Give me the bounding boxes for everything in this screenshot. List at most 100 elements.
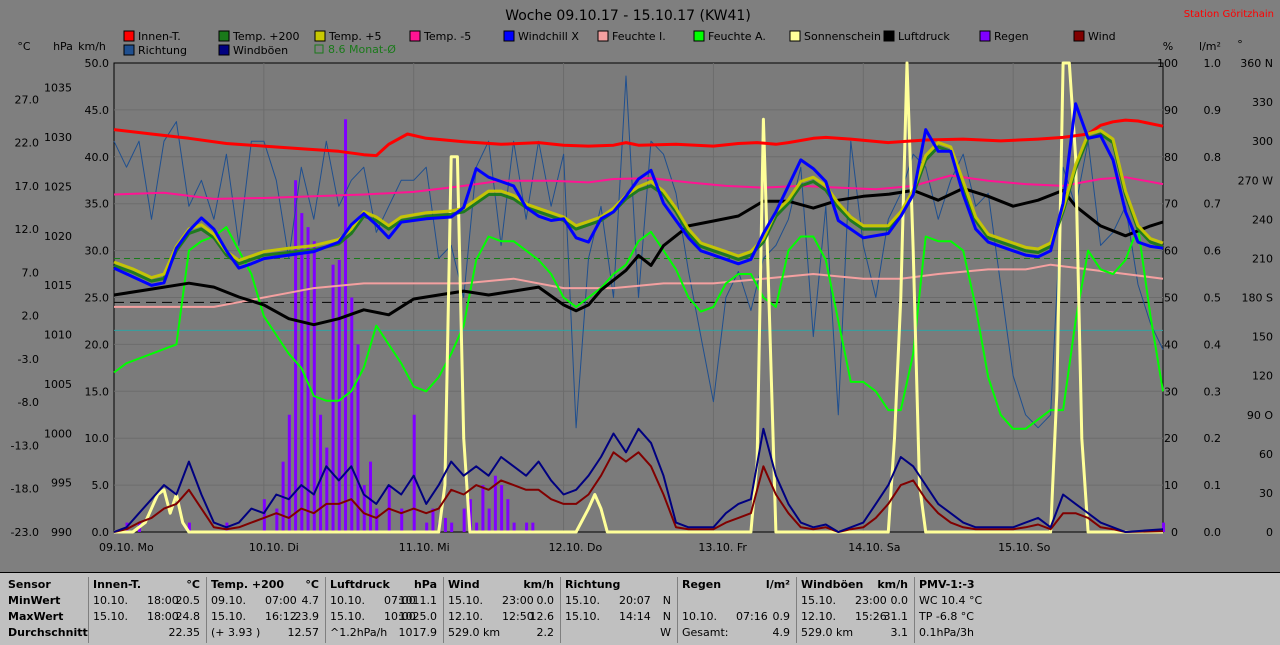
legend-item: Innen-T. [123,30,181,43]
stats-title: Wind [448,578,480,591]
rain-bar [412,414,416,532]
legend-swatch [409,30,421,42]
rain-bar [287,414,291,532]
stats-rowlabel: Durchschnitt [8,625,88,641]
pressure-tick-label: 1015 [44,279,72,292]
percent-tick-label: 80 [1164,151,1178,164]
legend-swatch [693,30,705,42]
stats-value: 12.6 [529,610,555,623]
rowlabel-text: Sensor [8,578,51,591]
legend-swatch [789,30,801,42]
stats-row: 15.10. 23:00 0.0 [448,593,554,609]
series-line-temp-5 [113,174,1164,200]
stats-column-header: Innen-T. °C [93,577,200,593]
chart-title: Woche 09.10.17 - 15.10.17 (KW41) [505,8,751,24]
rain-bar [450,522,454,532]
statistics-panel: Sensor MinWert MaxWert Durchschnitt Innen-T.… [0,572,1280,645]
stats-date: 529.0 km [801,626,854,639]
stats-column-5: Regen l/m² 10.10. 07:16 0.9 Gesamt: 4.9 [677,577,796,643]
axis-unit: °C [17,40,31,53]
stats-date: 15.10. [330,610,365,623]
stats-column-header: Regen l/m² [682,577,790,593]
legend-swatch [503,30,515,42]
legend-item: Temp. +5 [314,30,382,43]
legend-item: Richtung [123,44,187,57]
rain-bar [431,508,435,532]
x-tick-label: 12.10. Do [549,541,603,554]
rain-bar [500,485,504,532]
legend-item: Temp. -5 [409,30,471,43]
dir-tick-label: 180 S [1242,292,1273,305]
rain-bar [525,522,529,532]
stats-value: 23.9 [294,610,320,623]
rain-tick-label: 0.0 [1204,526,1222,539]
speed-tick-label: 0.0 [92,526,110,539]
legend-label: Richtung [138,44,187,57]
stats-time: 16:12 [265,610,297,623]
rain-tick-label: 0.6 [1204,245,1222,258]
stats-date: 09.10. [211,594,246,607]
series-line-wind [113,451,1164,533]
dir-tick-label: 0 [1266,526,1273,539]
stats-column-3: Wind km/h 15.10. 23:00 0.0 12.10. 12:50 12.6 529… [443,577,560,643]
x-tick-label: 15.10. So [998,541,1050,554]
pressure-tick-label: 1000 [44,427,72,440]
speed-tick-label: 40.0 [85,151,110,164]
dir-tick-label: 300 [1252,135,1273,148]
stats-time: 07:00 [384,594,416,607]
legend-swatch [218,30,230,42]
rain-bar [362,485,366,532]
axis-unit: km/h [78,40,106,53]
rain-bar [468,499,472,532]
stats-time: 07:00 [265,594,297,607]
stats-row: 10.10. 07:00 1011.1 [330,593,437,609]
series-line-feuchte-a- [113,226,1164,430]
temp-tick-label: 17.0 [15,180,40,193]
legend-swatch [1073,30,1085,42]
speed-tick-label: 50.0 [85,57,110,70]
rain-bar [306,227,310,532]
legend-swatch [314,30,326,42]
x-tick-label: 09.10. Mo [99,541,154,554]
stats-unit: km/h [877,578,908,591]
rain-bar [325,447,329,532]
stats-date: 0.1hPa/3h [919,626,975,639]
series-line-feuchte-i- [114,263,1164,308]
stats-column-header: Temp. +200 °C [211,577,319,593]
stats-time: 23:00 [855,594,887,607]
temp-tick-label: 27.0 [15,93,40,106]
pressure-tick-label: 1010 [44,329,72,342]
temp-tick-label: -23.0 [11,526,39,539]
legend-swatch [123,30,135,42]
legend-swatch [123,44,135,56]
stats-value: 0.0 [890,594,909,607]
stats-time: 18:00 [147,594,179,607]
x-tick-label: 11.10. Mi [399,541,450,554]
rain-bar [531,522,535,532]
percent-tick-label: 100 [1157,57,1178,70]
rain-bar [300,213,304,532]
rain-bar [481,485,485,532]
series-line-windb-en [113,427,1164,533]
stats-row: 15.10. 18:00 24.8 [93,609,200,625]
stats-row: 15.10. 14:14 N [565,609,671,625]
stats-row: 15.10. 16:12 23.9 [211,609,319,625]
dir-tick-label: 30 [1259,487,1273,500]
rain-bar [294,180,298,532]
pressure-tick-label: 1035 [44,82,72,95]
rain-bar [400,508,404,532]
rain-bar [487,508,491,532]
stats-date: 15.10. [211,610,246,623]
stats-row: 22.35 [93,625,201,641]
temp-tick-label: -18.0 [11,483,39,496]
stats-column-header: Richtung [565,577,671,593]
percent-tick-label: 40 [1164,338,1178,351]
stats-row: (+ 3.93 ) 12.57 [211,625,319,641]
stats-column-0: Innen-T. °C 10.10. 18:00 20.5 15.10. 18:00 24.8… [88,577,206,643]
stats-row: 10.10. 18:00 20.5 [93,593,200,609]
percent-tick-label: 60 [1164,245,1178,258]
stats-date: 10.10. [682,610,717,623]
legend-item: Luftdruck [883,30,950,43]
legend-label: Feuchte A. [708,30,766,43]
legend-item: Windchill X [503,30,579,43]
